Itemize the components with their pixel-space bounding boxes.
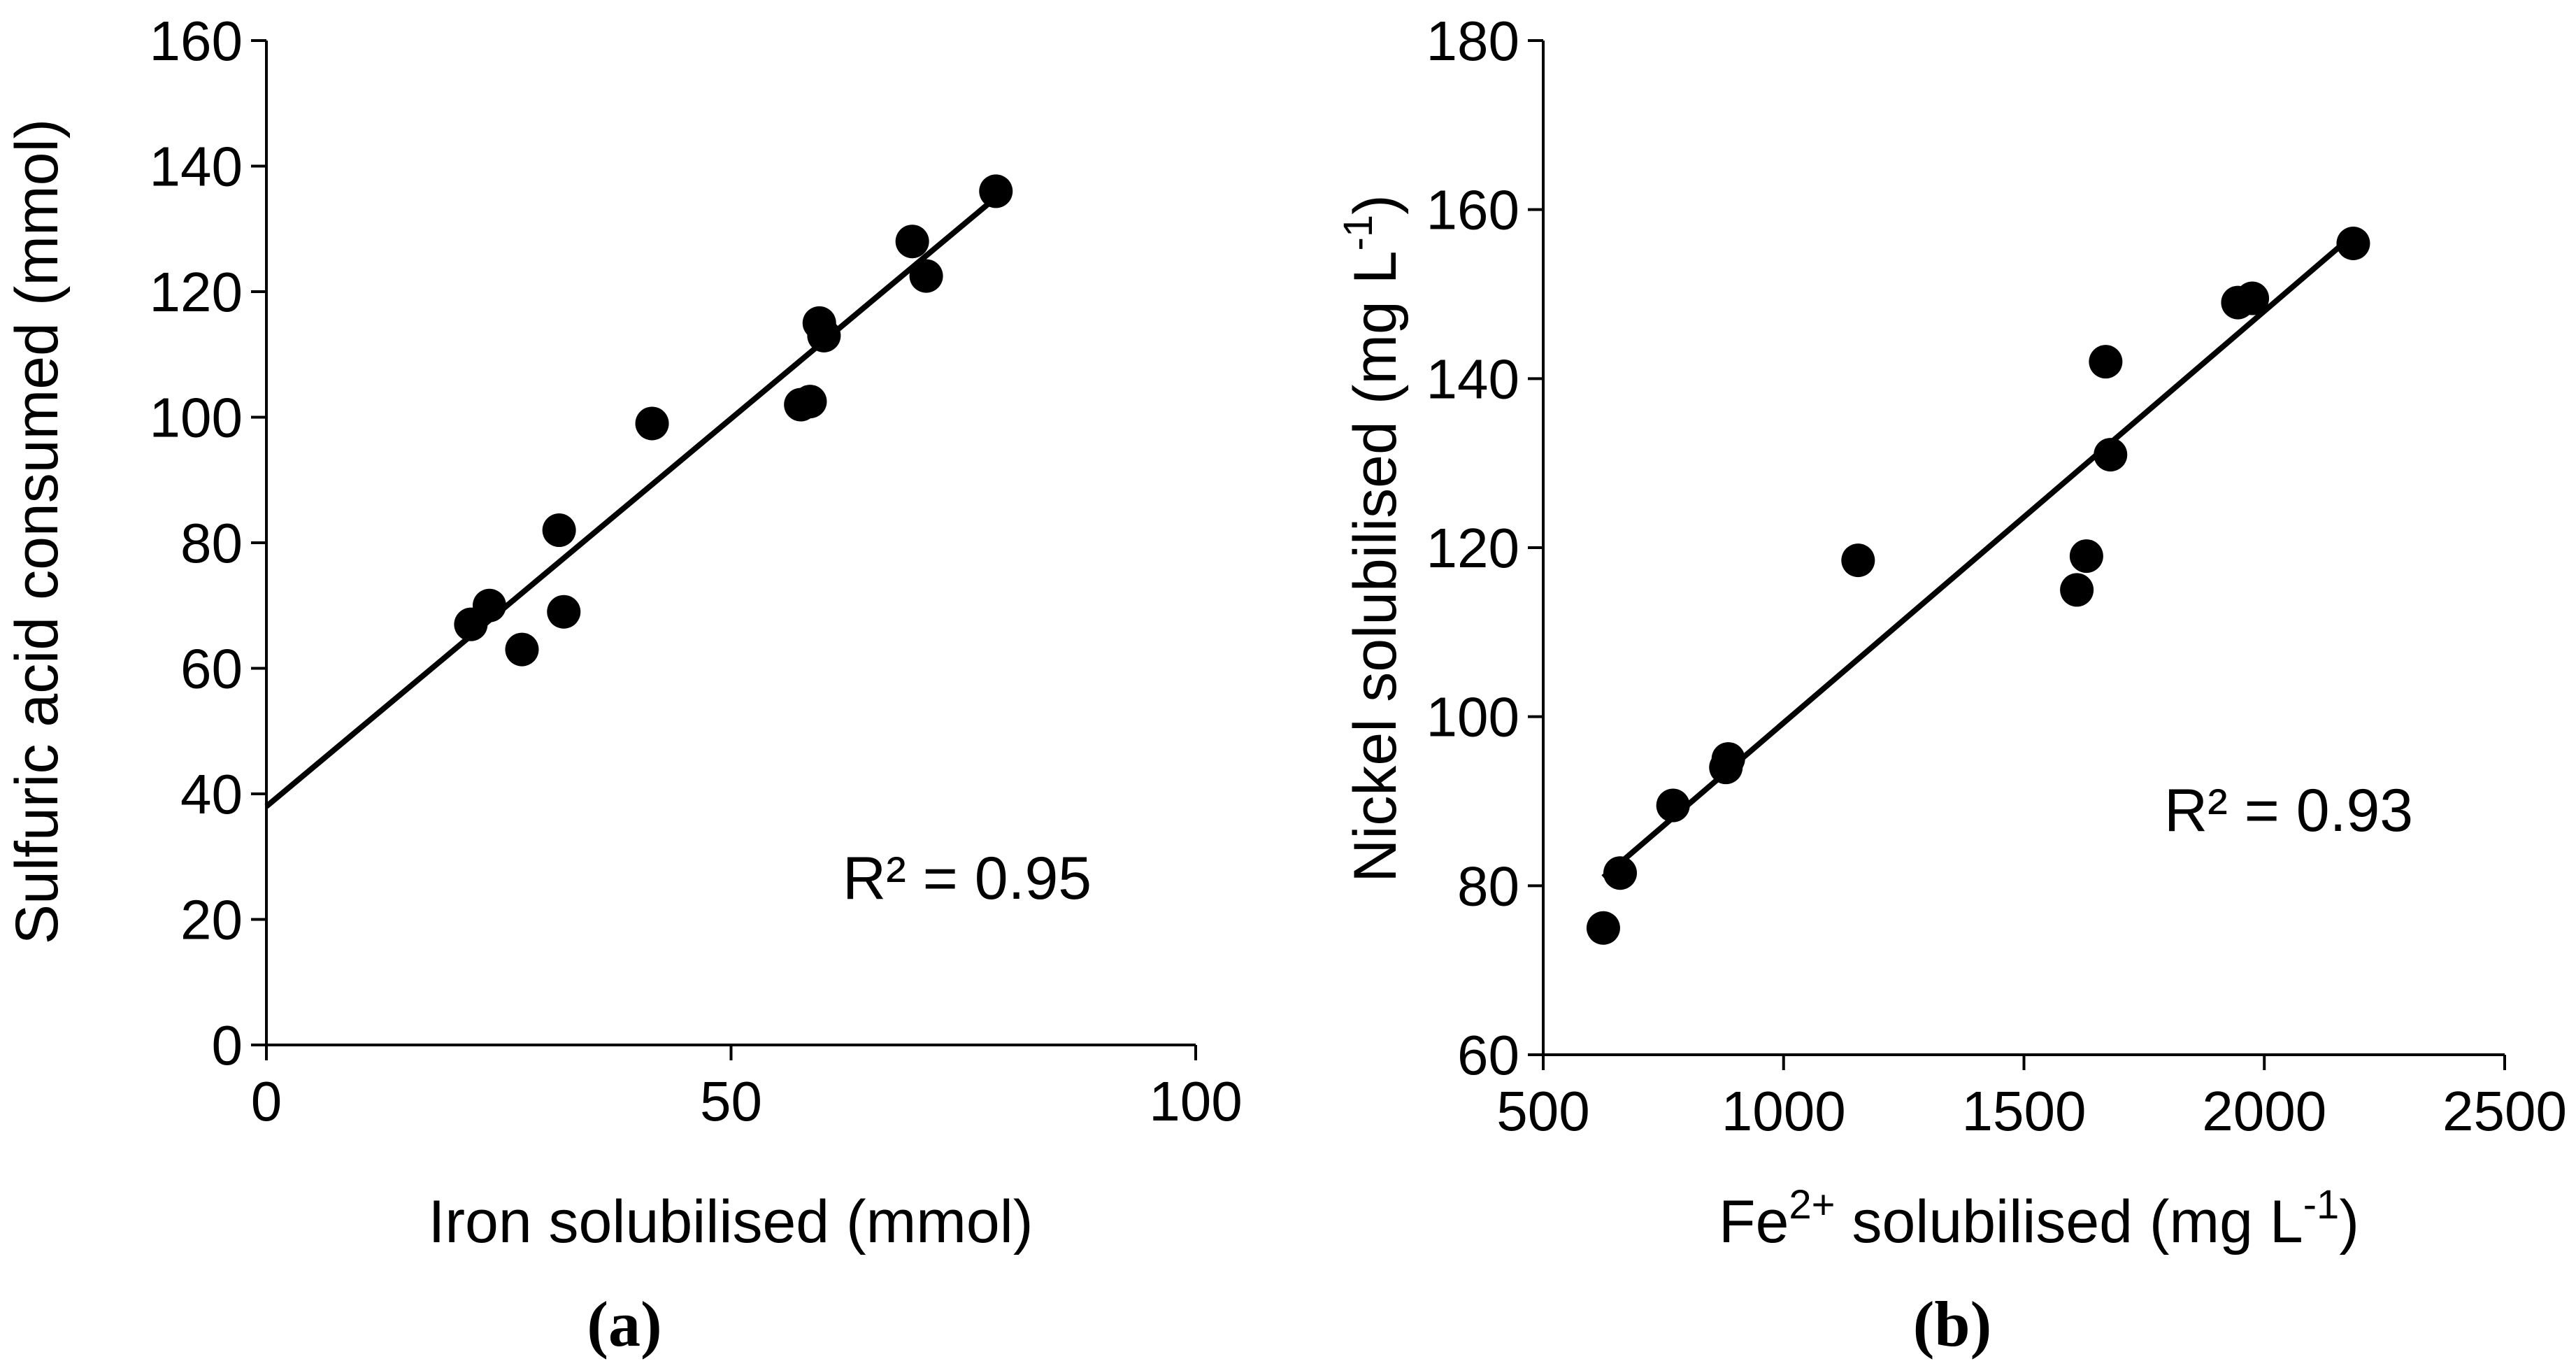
- chart-b-y-tick-label: 80: [1457, 855, 1519, 917]
- chart-a-y-tick-label: 120: [150, 261, 243, 323]
- chart-a-axes: 0 20 40 60 80 100 120 140 160 0 50 100: [150, 10, 1243, 1132]
- chart-b-r2-annotation: R² = 0.93: [2164, 777, 2413, 844]
- chart-b-y-tick-label: 100: [1426, 686, 1519, 748]
- chart-a-x-tick-label: 50: [700, 1070, 762, 1132]
- chart-b-x-tick-label: 1500: [1962, 1080, 2087, 1142]
- chart-b-data-point: [1711, 742, 1745, 776]
- chart-a-data-point: [542, 513, 576, 548]
- chart-b-points: [1586, 227, 2370, 945]
- chart-a-y-tick-label: 100: [150, 387, 243, 449]
- chart-a-data-point: [909, 259, 943, 293]
- chart-a-data-point: [635, 406, 669, 441]
- chart-b-panel-label: (b): [1913, 1288, 1991, 1360]
- chart-b-data-point: [2235, 281, 2270, 315]
- chart-a-r2-annotation: R² = 0.95: [843, 845, 1092, 912]
- chart-a-y-tick-label: 0: [212, 1014, 243, 1076]
- chart-a-trendline-group: [264, 195, 998, 809]
- chart-b-x-tick-label: 2000: [2202, 1080, 2326, 1142]
- chart-a-points: [454, 174, 1013, 667]
- chart-a-data-point: [895, 225, 929, 259]
- chart-a-y-tick-label: 40: [180, 763, 243, 825]
- chart-b: 60 80 100 120 140 160 180 500 1000 1500 2000 2500 R…: [1336, 10, 2567, 1360]
- chart-a-data-point: [979, 174, 1013, 208]
- chart-a-y-tick-label: 60: [180, 638, 243, 700]
- chart-a-y-tick-label: 80: [180, 512, 243, 574]
- chart-b-x-tick-label: 500: [1496, 1080, 1589, 1142]
- chart-a-data-point: [793, 385, 827, 419]
- chart-a: 0 20 40 60 80 100 120 140 160 0 50 100 R² = 0.95 Ir…: [3, 10, 1243, 1360]
- chart-a-trendline: [264, 195, 998, 809]
- chart-a-x-axis-title: Iron solubilised (mmol): [428, 1188, 1033, 1255]
- chart-b-y-tick-label: 60: [1457, 1024, 1519, 1086]
- chart-a-data-point: [472, 588, 506, 622]
- chart-a-data-point: [807, 318, 841, 353]
- chart-b-data-point: [1656, 788, 1690, 823]
- chart-b-data-point: [1841, 543, 1875, 578]
- chart-b-y-tick-label: 180: [1426, 10, 1519, 72]
- chart-b-y-tick-label: 160: [1426, 179, 1519, 241]
- chart-b-data-point: [1586, 911, 1620, 945]
- chart-a-y-tick-label: 20: [180, 889, 243, 951]
- chart-b-data-point: [2060, 573, 2094, 607]
- chart-b-data-point: [2336, 227, 2370, 260]
- chart-a-y-tick-label: 140: [150, 136, 243, 198]
- chart-a-x-tick-label: 0: [251, 1070, 282, 1132]
- chart-b-x-tick-label: 1000: [1722, 1080, 1846, 1142]
- chart-a-panel-label: (a): [587, 1288, 661, 1360]
- chart-a-data-point: [547, 595, 581, 629]
- chart-a-data-point: [505, 632, 539, 667]
- chart-a-x-tick-label: 100: [1149, 1070, 1242, 1132]
- chart-b-data-point: [2069, 539, 2103, 574]
- chart-a-y-axis-title: Sulfuric acid consumed (mmol): [3, 119, 71, 944]
- chart-b-y-axis-title: Nickel solubilised (mg L-1): [1336, 194, 1409, 883]
- chart-b-x-axis-title: Fe2+ solubilised (mg L-1): [1719, 1182, 2359, 1255]
- chart-b-x-tick-label: 2500: [2442, 1080, 2567, 1142]
- chart-b-data-point: [2094, 438, 2128, 472]
- chart-b-axes: 60 80 100 120 140 160 180 500 1000 1500 2000 2500: [1426, 10, 2567, 1142]
- chart-b-data-point: [1603, 856, 1637, 890]
- chart-a-y-tick-label: 160: [150, 10, 243, 72]
- chart-b-data-point: [2089, 345, 2123, 379]
- chart-b-y-tick-label: 120: [1426, 517, 1519, 579]
- chart-b-y-tick-label: 140: [1426, 348, 1519, 410]
